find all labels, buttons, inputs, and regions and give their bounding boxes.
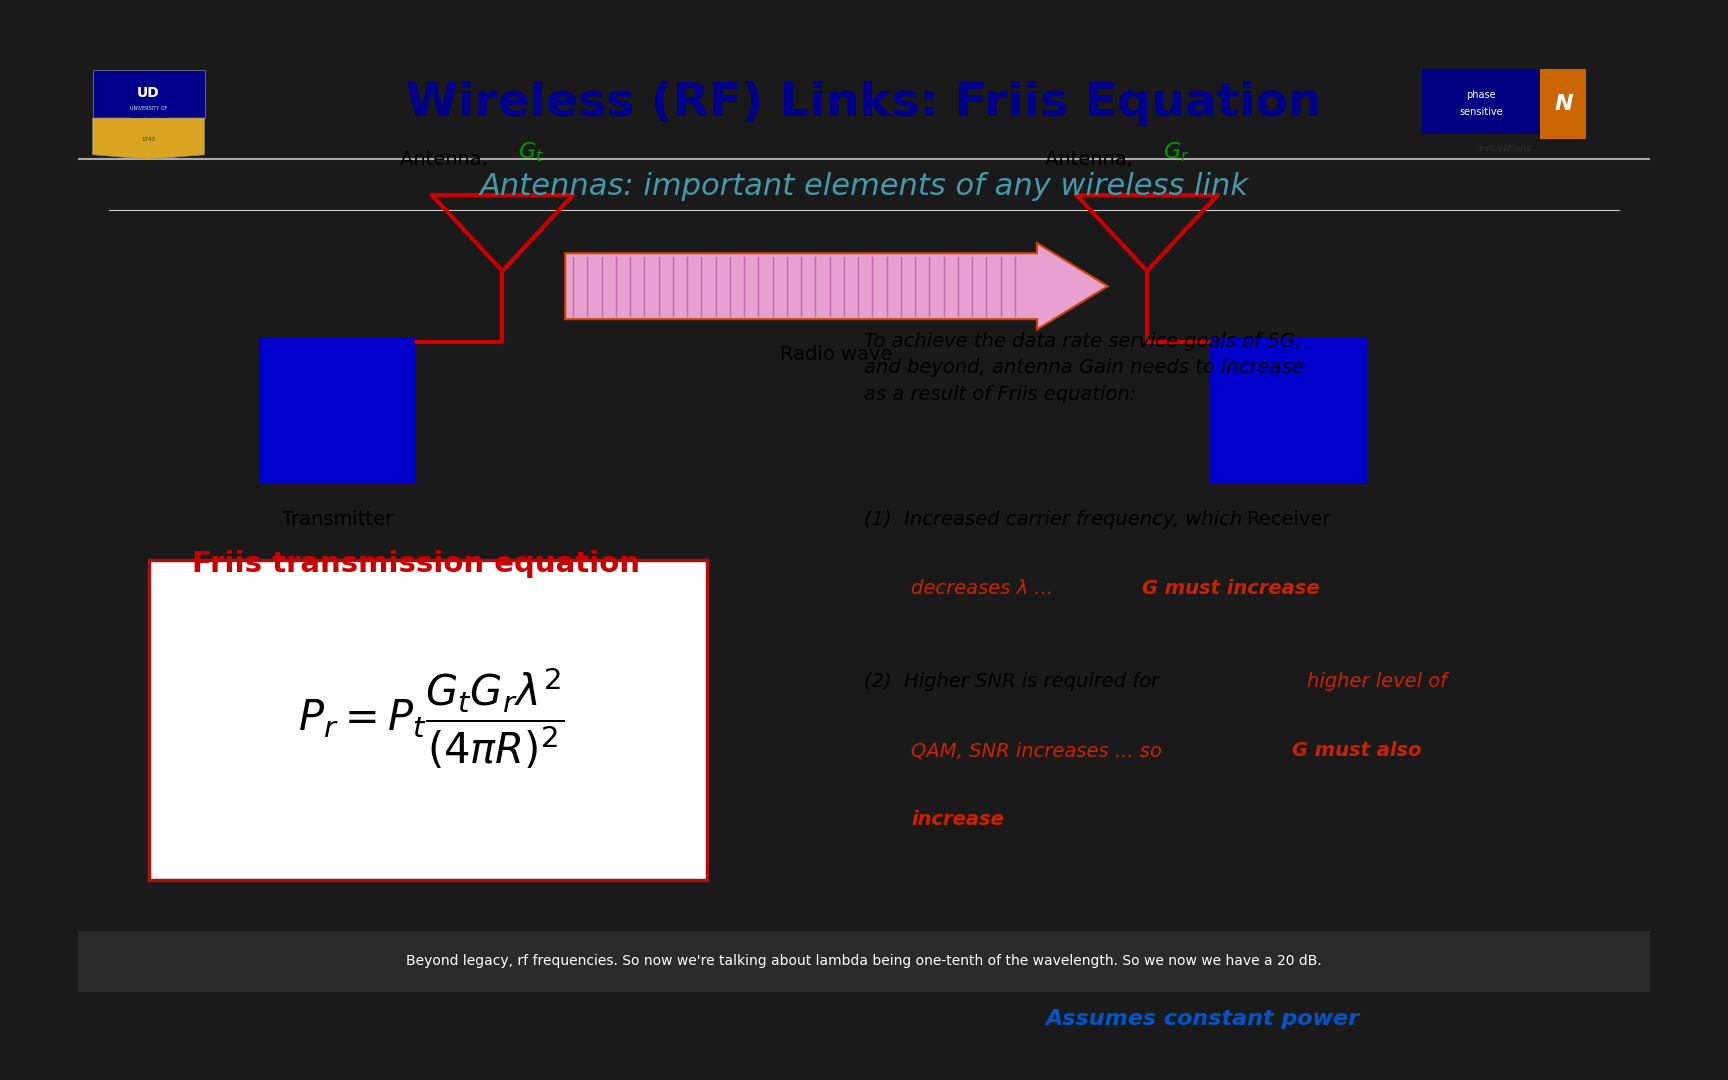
Text: Beyond legacy, rf frequencies. So now we're talking about lambda being one-tenth: Beyond legacy, rf frequencies. So now we…: [406, 955, 1322, 969]
Polygon shape: [93, 118, 204, 159]
FancyBboxPatch shape: [93, 70, 204, 118]
Text: N: N: [1553, 94, 1572, 114]
Text: $\mathit{G_t}$: $\mathit{G_t}$: [518, 140, 544, 164]
FancyBboxPatch shape: [1422, 69, 1540, 134]
Text: G must also: G must also: [1293, 741, 1420, 760]
Text: Friis transmission equation: Friis transmission equation: [192, 550, 639, 578]
Text: Assumes constant power: Assumes constant power: [1045, 1009, 1360, 1029]
FancyBboxPatch shape: [1540, 69, 1586, 139]
Text: phase: phase: [1467, 90, 1496, 100]
Text: sensitive: sensitive: [1460, 107, 1503, 117]
Text: UD: UD: [137, 86, 161, 100]
FancyBboxPatch shape: [1210, 337, 1367, 484]
Text: Antenna,: Antenna,: [401, 150, 494, 170]
Text: (1)  Increased carrier frequency, which: (1) Increased carrier frequency, which: [864, 510, 1242, 528]
FancyBboxPatch shape: [259, 337, 416, 484]
Text: $P_r = P_t \dfrac{G_t G_r \lambda^2}{\left(4\pi R\right)^2}$: $P_r = P_t \dfrac{G_t G_r \lambda^2}{\le…: [299, 664, 565, 771]
FancyArrow shape: [565, 243, 1108, 329]
Text: decreases λ ...: decreases λ ...: [911, 579, 1059, 597]
Text: Antenna,: Antenna,: [1045, 150, 1139, 170]
Text: higher level of: higher level of: [1308, 672, 1448, 691]
Text: 1743: 1743: [142, 136, 156, 141]
Text: UNIVERSITY OF: UNIVERSITY OF: [130, 106, 168, 111]
Text: Receiver: Receiver: [1246, 510, 1331, 528]
Text: Antennas: important elements of any wireless link: Antennas: important elements of any wire…: [479, 172, 1249, 201]
Text: DELAWARE: DELAWARE: [130, 113, 168, 119]
Text: Radio wave: Radio wave: [781, 345, 893, 364]
Text: $\mathit{G_r}$: $\mathit{G_r}$: [1163, 140, 1189, 164]
Text: increase: increase: [911, 810, 1004, 829]
Text: G must increase: G must increase: [1142, 579, 1320, 597]
Text: (2)  Higher SNR is required for: (2) Higher SNR is required for: [864, 672, 1165, 691]
FancyBboxPatch shape: [78, 931, 1650, 991]
FancyBboxPatch shape: [149, 561, 707, 880]
Text: Wireless (RF) Links: Friis Equation: Wireless (RF) Links: Friis Equation: [406, 81, 1322, 126]
Text: To achieve the data rate service goals of 5G,
and beyond, antenna Gain needs to : To achieve the data rate service goals o…: [864, 332, 1303, 404]
Text: innovations: innovations: [1477, 144, 1531, 152]
Text: QAM, SNR increases ... so: QAM, SNR increases ... so: [911, 741, 1168, 760]
Text: Transmitter: Transmitter: [282, 510, 392, 528]
